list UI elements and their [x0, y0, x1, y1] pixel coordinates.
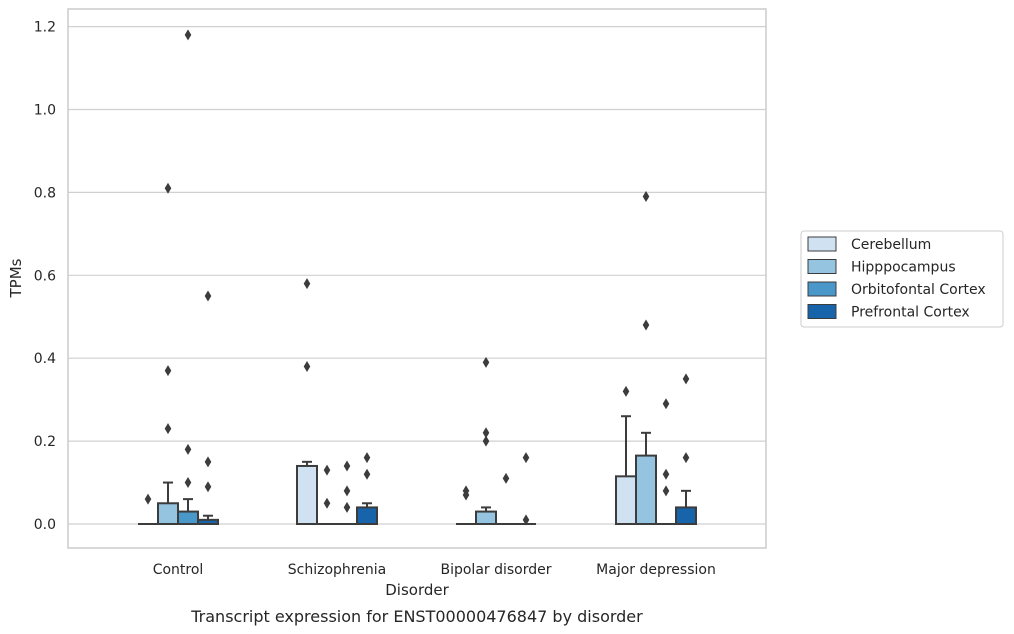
box-body [675, 506, 697, 526]
y-tick-label: 1.2 [34, 20, 56, 36]
box-prefrontal-cortex [516, 452, 536, 526]
box-hipppocampus [635, 191, 657, 526]
box-hipppocampus [475, 356, 497, 526]
box-body [177, 510, 199, 526]
outlier-point [502, 472, 510, 484]
x-tick-label: Bipolar disorder [440, 562, 551, 578]
outlier-point [303, 360, 311, 372]
outlier-point [363, 468, 371, 480]
box-cerebellum [296, 278, 318, 525]
outlier-point [662, 468, 670, 480]
legend-label: Hipppocampus [851, 260, 956, 276]
legend-swatch [807, 304, 837, 319]
box-hipppocampus [317, 464, 337, 525]
outlier-point [682, 373, 690, 385]
outlier-point [462, 489, 470, 501]
box-orbitofontal-cortex [337, 460, 357, 525]
legend-swatch [807, 259, 837, 274]
y-tick-label: 0.4 [34, 351, 56, 367]
legend-swatch [807, 281, 837, 297]
box-prefrontal-cortex [197, 290, 219, 525]
outlier-point [343, 485, 351, 497]
outlier-point [184, 29, 192, 41]
box-orbitofontal-cortex [177, 29, 199, 526]
outlier-point [343, 501, 351, 513]
y-tick-label: 0.0 [34, 517, 56, 533]
legend-label: Cerebellum [851, 237, 931, 253]
box-body [475, 510, 497, 526]
y-tick-label: 1.0 [34, 103, 56, 119]
outlier-point [622, 385, 630, 397]
outlier-point [204, 481, 212, 493]
box-cerebellum [456, 485, 476, 525]
legend-frame [800, 230, 1004, 328]
outlier-point [482, 427, 490, 439]
box-hipppocampus [157, 182, 179, 525]
box-plots [138, 29, 697, 526]
x-tick-label: Control [153, 562, 204, 578]
outlier-point [682, 452, 690, 464]
y-tick-label: 0.6 [34, 268, 56, 284]
outlier-point [164, 423, 172, 435]
outlier-point [204, 290, 212, 302]
plot-frame [67, 8, 767, 549]
legend-label: Prefrontal Cortex [851, 305, 970, 321]
box-orbitofontal-cortex [496, 472, 516, 525]
outlier-point [522, 514, 530, 526]
legend-swatch [807, 236, 837, 252]
legend: Cerebellum Hipppocampus Orbitofontal Corte… [800, 230, 1004, 328]
x-tick-label: Major depression [596, 562, 716, 578]
x-tick-label: Schizophrenia [288, 562, 386, 578]
outlier-point [482, 356, 490, 368]
outlier-point [522, 452, 530, 464]
outlier-point [184, 443, 192, 455]
legend-label: Orbitofontal Cortex [851, 282, 986, 298]
box-body [296, 464, 318, 525]
x-axis-ticks: Control Schizophrenia Bipolar disorder Majo… [153, 562, 716, 578]
outlier-point [662, 485, 670, 497]
box-cerebellum [138, 493, 158, 525]
outlier-point [144, 493, 152, 505]
y-tick-label: 0.8 [34, 185, 56, 201]
y-axis-title: TPMs [7, 258, 25, 298]
outlier-point [184, 477, 192, 489]
outlier-point [363, 452, 371, 464]
outlier-point [323, 464, 331, 476]
outlier-point [642, 191, 650, 203]
box-prefrontal-cortex [675, 373, 697, 526]
outlier-point [164, 182, 172, 194]
outlier-point [303, 278, 311, 290]
x-axis-title: Disorder [385, 581, 449, 599]
outlier-point [482, 435, 490, 447]
box-body [356, 506, 378, 526]
box-body [615, 475, 637, 525]
grid-lines [68, 26, 766, 525]
outlier-point [343, 460, 351, 472]
box-cerebellum [615, 385, 637, 525]
chart-caption: Transcript expression for ENST0000047684… [190, 607, 643, 626]
y-tick-label: 0.2 [34, 434, 56, 450]
y-axis-ticks: 0.0 0.2 0.4 0.6 0.8 1.0 1.2 [34, 20, 56, 533]
box-body [635, 454, 657, 526]
outlier-point [323, 497, 331, 509]
box-body [157, 502, 179, 525]
outlier-point [662, 398, 670, 410]
box-orbitofontal-cortex [656, 398, 676, 525]
outlier-point [164, 365, 172, 377]
outlier-point [642, 319, 650, 331]
outlier-point [204, 456, 212, 468]
box-prefrontal-cortex [356, 452, 378, 526]
